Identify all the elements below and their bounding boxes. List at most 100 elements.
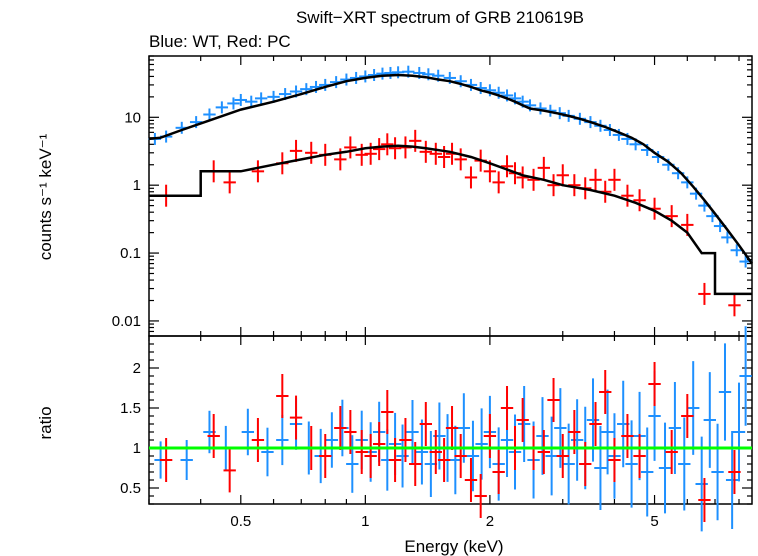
wt-data-point bbox=[483, 84, 497, 97]
y-tick-label: 1.5 bbox=[120, 400, 141, 417]
pc-ratio-point bbox=[372, 422, 386, 466]
pc-data-point bbox=[364, 142, 377, 165]
wt-data-point bbox=[245, 95, 258, 108]
wt-ratio-point bbox=[668, 382, 682, 474]
x-tick-label: 0.5 bbox=[230, 513, 251, 530]
pc-ratio-point bbox=[556, 434, 569, 478]
pc-ratio-point bbox=[599, 370, 612, 414]
wt-data-point bbox=[234, 93, 247, 106]
pc-ratio-point bbox=[289, 395, 303, 440]
wt-ratio-point bbox=[678, 417, 691, 511]
pc-data-point bbox=[728, 294, 741, 317]
wt-data-point bbox=[721, 231, 734, 244]
wt-ratio-point bbox=[261, 427, 274, 477]
y-tick-label: 10 bbox=[124, 109, 141, 126]
wt-ratio-point bbox=[415, 419, 429, 485]
pc-ratio-point bbox=[364, 434, 377, 478]
x-tick-label: 5 bbox=[650, 513, 658, 530]
pc-data-point bbox=[372, 138, 386, 161]
pc-ratio-point bbox=[276, 374, 289, 418]
pc-ratio-point bbox=[437, 438, 451, 482]
pc-data-point bbox=[547, 174, 560, 197]
wt-ratio-point bbox=[739, 326, 752, 426]
pc-data-point bbox=[608, 168, 621, 191]
pc-data-point bbox=[381, 133, 394, 156]
y-tick-label: 1 bbox=[133, 177, 141, 194]
pc-ratio-point bbox=[334, 406, 347, 450]
pc-ratio-point bbox=[419, 402, 432, 446]
pc-data-point bbox=[589, 168, 602, 191]
pc-ratio-point bbox=[464, 458, 478, 502]
pc-data-point bbox=[464, 166, 478, 189]
wt-ratio-point bbox=[396, 424, 409, 488]
wt-ratio-point bbox=[594, 425, 607, 511]
pc-ratio-point bbox=[633, 434, 646, 478]
pc-data-point bbox=[437, 146, 451, 169]
wt-ratio-point bbox=[725, 430, 739, 530]
ratio-panel-ylabel: ratio bbox=[36, 406, 55, 439]
pc-data-point bbox=[500, 155, 514, 178]
wt-ratio-point bbox=[545, 416, 558, 496]
pc-data-point bbox=[621, 184, 634, 207]
pc-ratio-point bbox=[621, 414, 634, 458]
wt-ratio-point bbox=[276, 414, 289, 466]
pc-ratio-point bbox=[399, 418, 412, 462]
pc-ratio-point bbox=[589, 402, 602, 446]
x-tick-label: 1 bbox=[361, 513, 369, 530]
pc-ratio-point bbox=[698, 478, 711, 522]
wt-data-point bbox=[730, 244, 743, 257]
pc-data-point bbox=[289, 139, 303, 162]
wt-ratio-point bbox=[732, 382, 746, 482]
spectrum-panel: 0.01 0.1 1 10 bbox=[112, 55, 754, 337]
y-tick-label: 2 bbox=[133, 360, 141, 377]
pc-ratio-point bbox=[355, 430, 368, 474]
top-panel-ylabel: counts s⁻¹ keV⁻¹ bbox=[36, 133, 55, 260]
wt-ratio-point bbox=[346, 435, 359, 493]
pc-ratio-point bbox=[223, 448, 236, 493]
wt-ratio-point bbox=[180, 439, 193, 481]
pc-data-point bbox=[355, 143, 368, 166]
pc-ratio-point bbox=[537, 430, 551, 474]
pc-data-point bbox=[344, 136, 357, 159]
pc-data-point bbox=[429, 142, 442, 165]
ratio-panel: 0.5 1 2 5 0.5 1 1.5 2 bbox=[120, 326, 753, 532]
pc-data-point bbox=[454, 148, 467, 171]
pc-ratio-point bbox=[648, 362, 661, 406]
pc-ratio-point bbox=[381, 390, 394, 434]
chart-title: Swift−XRT spectrum of GRB 210619B bbox=[296, 8, 584, 27]
pc-ratio-point bbox=[159, 438, 173, 482]
wt-ratio-point bbox=[601, 389, 614, 475]
pc-ratio-point bbox=[681, 394, 694, 438]
wt-ratio-point bbox=[554, 388, 567, 468]
pc-data-point bbox=[223, 171, 236, 194]
wt-ratio-point bbox=[570, 399, 584, 481]
pc-ratio-point bbox=[516, 398, 529, 442]
wt-ratio-point bbox=[703, 372, 716, 468]
pc-data-point bbox=[527, 168, 540, 191]
wt-data-point bbox=[227, 97, 240, 110]
pc-data-point bbox=[492, 171, 505, 194]
y-tick-label: 0.1 bbox=[120, 245, 141, 262]
pc-ratio-point bbox=[665, 430, 678, 474]
y-tick-label: 1 bbox=[133, 440, 141, 457]
pc-data-point bbox=[419, 140, 432, 163]
wt-data-point bbox=[454, 75, 467, 88]
pc-ratio-point bbox=[251, 418, 265, 462]
pc-ratio-point bbox=[388, 438, 402, 482]
pc-ratio-point bbox=[429, 430, 442, 474]
pc-data-point bbox=[251, 160, 265, 183]
pc-ratio-point bbox=[454, 434, 467, 478]
chart-subtitle: Blue: WT, Red: PC bbox=[149, 32, 291, 51]
wt-ratio-point bbox=[641, 427, 654, 517]
pc-ratio-point bbox=[319, 434, 332, 478]
wt-ratio-point bbox=[536, 397, 549, 475]
pc-data-point bbox=[698, 282, 711, 305]
pc-ratio-point bbox=[547, 378, 560, 422]
pc-data-point bbox=[388, 137, 402, 160]
wt-ratio-point bbox=[449, 425, 462, 495]
pc-ratio-point bbox=[728, 450, 741, 494]
pc-ratio-point bbox=[474, 474, 487, 518]
pc-ratio-point bbox=[500, 386, 514, 430]
pc-data-point bbox=[305, 141, 318, 164]
